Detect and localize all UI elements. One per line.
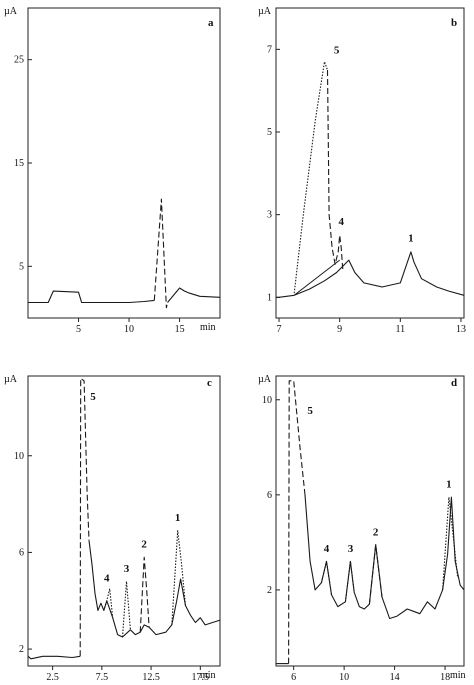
panel-d-frame [275, 375, 465, 667]
panel-c-peak-label-3: 3 [124, 563, 130, 575]
panel-b-letter: b [451, 17, 457, 29]
panel-a-ytick-label: 25 [14, 55, 24, 66]
panel-d-xtick-label: 18 [440, 672, 450, 683]
panel-d-peak-label-5: 5 [307, 405, 313, 417]
panel-a-trace-1 [153, 198, 169, 309]
panel-d-ylabel: µA [258, 374, 272, 385]
panel-a-ylabel: µA [4, 6, 18, 17]
panel-a-ytick-label: 5 [19, 261, 24, 272]
panel-c-xlabel: min [200, 670, 216, 681]
panel-c-frame [27, 375, 221, 667]
panel-d-peak-label-3: 3 [348, 543, 354, 555]
panel-a-xlabel: min [200, 322, 216, 333]
panel-c-peak-label-1: 1 [175, 512, 181, 524]
panel-a-xtick-label: 5 [76, 324, 81, 335]
panel-c-xtick-label: 17.5 [192, 672, 210, 683]
panel-b-peak-label-5: 5 [334, 44, 340, 56]
panel-b-trace-2 [326, 69, 346, 269]
panel-c-trace-5 [139, 556, 150, 633]
panel-b-ytick-label: 5 [267, 127, 272, 138]
panel-d-letter: d [451, 377, 457, 389]
panel-c-ytick-label: 2 [19, 644, 24, 655]
panel-c-xtick-label: 12.5 [142, 672, 160, 683]
panel-c-xtick-label: 2.5 [46, 672, 59, 683]
panel-b-xtick-label: 7 [277, 324, 282, 335]
panel-b-trace-1 [293, 61, 329, 294]
panel-b-trace-0 [276, 251, 465, 298]
panel-d-trace-4 [344, 560, 355, 602]
panel-c-ylabel: µA [4, 374, 18, 385]
panel-b-ytick-label: 7 [267, 44, 272, 55]
panel-c-trace-2 [88, 540, 221, 638]
panel-a-ytick-label: 15 [14, 158, 24, 169]
panel-c-letter: c [207, 377, 212, 389]
panel-d-ytick-label: 10 [262, 395, 272, 406]
panel-b-peak-label-4: 4 [338, 216, 344, 228]
panel-c-peak-label-2: 2 [141, 539, 147, 551]
panel-c-ytick-label: 10 [14, 451, 24, 462]
panel-d: 2 6 10 6 10 14 18 5 4 3 2 1 [262, 375, 465, 683]
panel-c-trace-1 [79, 377, 90, 657]
panel-c-trace-6 [171, 530, 187, 625]
panel-b-ytick-label: 3 [267, 210, 272, 221]
panel-c-trace-3 [103, 588, 114, 618]
panel-a: 5 15 25 5 10 15 [14, 7, 221, 335]
panel-a-letter: a [208, 17, 214, 29]
panel-d-trace-5 [368, 544, 383, 605]
panel-b-peak-label-1: 1 [408, 233, 414, 245]
panel-b-ylabel: µA [258, 6, 272, 17]
panel-d-xtick-label: 6 [291, 672, 296, 683]
panel-a-trace-2 [167, 287, 221, 303]
panel-b-xtick-label: 13 [456, 324, 466, 335]
panel-b-baseline-line [293, 259, 340, 296]
panel-d-xlabel: min [450, 670, 466, 681]
panel-d-ytick-label: 6 [267, 490, 272, 501]
panel-b-frame [275, 7, 465, 319]
panel-d-xtick-label: 14 [390, 672, 400, 683]
panel-c-xtick-label: 7.5 [96, 672, 109, 683]
panel-d-peak-label-1: 1 [446, 479, 452, 491]
panel-d-ytick-label: 2 [267, 585, 272, 596]
panel-d-trace-3 [320, 560, 333, 595]
panel-d-trace-6 [442, 496, 459, 590]
panel-d-peak-label-2: 2 [373, 526, 379, 538]
panel-d-xtick-label: 10 [339, 672, 349, 683]
panel-b-ytick-label: 1 [267, 292, 272, 303]
panel-d-trace-1 [288, 380, 306, 664]
panel-c-trace-4 [121, 580, 131, 638]
panel-b-xtick-label: 11 [396, 324, 406, 335]
panel-c-peak-label-4: 4 [104, 572, 110, 584]
panel-c-peak-label-5: 5 [90, 391, 96, 403]
panel-c-ytick-label: 6 [19, 547, 24, 558]
panel-a-xtick-label: 15 [175, 324, 185, 335]
panel-a-trace-0 [28, 290, 155, 304]
panel-b-xtick-label: 9 [337, 324, 342, 335]
panel-d-peak-label-4: 4 [324, 543, 330, 555]
panel-c-trace-0 [27, 655, 81, 660]
panel-a-xtick-label: 10 [124, 324, 134, 335]
